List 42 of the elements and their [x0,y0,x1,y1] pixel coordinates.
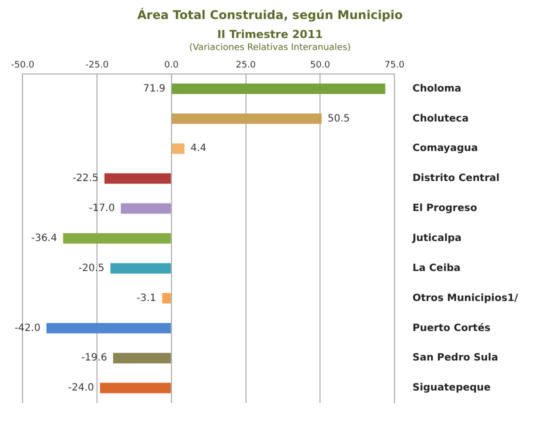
bar [172,113,322,124]
bar [113,352,171,364]
bar [63,233,171,244]
y-tick-label: Choluteca [412,113,469,124]
x-tick-label: -25.0 [85,60,109,71]
bar [100,382,171,394]
bar [162,293,171,304]
x-tick-label: 50.0 [310,60,330,71]
y-tick-label: San Pedro Sula [412,352,498,364]
bar [172,84,386,94]
data-label: 50.5 [328,113,350,124]
y-tick-label: Comayagua [412,143,478,154]
y-tick-label: Choloma [412,83,462,94]
data-label: 71.9 [143,83,166,94]
data-label: -22.5 [72,173,98,184]
y-tick-label: Otros Municipios1/ [412,292,518,304]
y-tick-label: El Progreso [412,203,478,214]
data-label: -24.0 [68,382,94,394]
data-label: -19.6 [81,352,108,364]
bar [172,143,184,154]
x-tick-label: 25.0 [236,60,256,71]
y-tick-label: La Ceiba [412,262,461,274]
data-label: -36.4 [31,232,58,244]
data-label: -17.0 [88,203,115,214]
bar [110,263,171,274]
data-label: 4.4 [190,143,206,154]
x-tick-label: 75.0 [384,60,405,71]
data-label: -42.0 [14,322,40,334]
x-tick-label: 0.0 [164,60,179,71]
y-tick-label: Juticalpa [411,232,462,244]
y-tick-label: Puerto Cortés [412,322,490,334]
chart-subtitle: II Trimestre 2011 [216,28,324,41]
bar [120,203,171,214]
text: (Variaciones Relativas Interanuales) [188,43,352,53]
y-tick-label: Distrito Central [412,173,500,184]
data-label: -3.1 [136,292,156,304]
chart-title: Área Total Construida, según Municipio [136,8,404,22]
data-label: -20.5 [78,262,104,274]
y-tick-label: Siguatepeque [412,382,491,394]
x-tick-label: -50.0 [10,60,35,71]
bar [104,173,171,184]
bar [46,322,171,334]
